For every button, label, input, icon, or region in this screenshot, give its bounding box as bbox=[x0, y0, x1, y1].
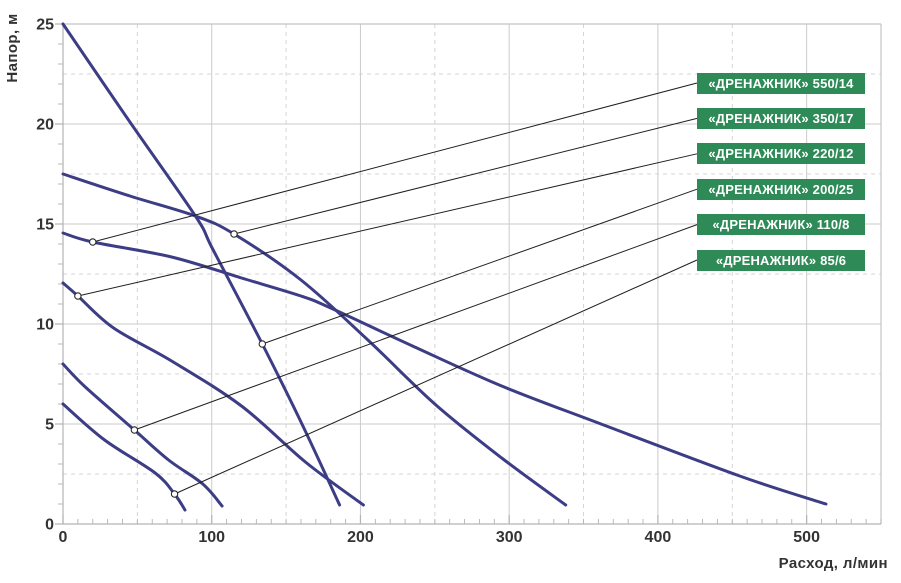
leader-line-220-12 bbox=[77, 153, 698, 297]
callout-marker-110-8 bbox=[130, 426, 139, 434]
curve-85-6 bbox=[61, 402, 187, 512]
x-tick-label: 100 bbox=[198, 529, 225, 546]
pump-curves bbox=[61, 22, 828, 512]
curve-200-25 bbox=[61, 22, 342, 507]
series-badge-220-12: «ДРЕНАЖНИК» 220/12 bbox=[697, 143, 865, 165]
axis-ticks bbox=[55, 23, 882, 525]
callout-leader-lines bbox=[77, 82, 698, 495]
curve-110-8 bbox=[61, 362, 224, 508]
y-tick-label: 5 bbox=[45, 417, 54, 434]
x-tick-label: 300 bbox=[496, 529, 523, 546]
series-badge-110-8: «ДРЕНАЖНИК» 110/8 bbox=[697, 214, 865, 236]
x-axis-title: Расход, л/мин bbox=[778, 555, 888, 572]
y-tick-label: 20 bbox=[36, 117, 54, 134]
tick-labels: 0 100 200 300 400 500 0 5 10 15 20 25 bbox=[36, 17, 820, 547]
curve-350-17 bbox=[61, 172, 568, 507]
leader-line-350-17 bbox=[233, 117, 698, 235]
leader-line-110-8 bbox=[134, 224, 698, 431]
leader-line-85-6 bbox=[174, 259, 698, 495]
grid bbox=[62, 23, 882, 525]
y-tick-label: 10 bbox=[36, 317, 54, 334]
series-badge-350-17: «ДРЕНАЖНИК» 350/17 bbox=[697, 107, 865, 129]
callout-markers bbox=[74, 230, 267, 498]
curve-220-12 bbox=[61, 281, 365, 507]
x-tick-label: 0 bbox=[59, 529, 68, 546]
callout-marker-200-25 bbox=[258, 340, 267, 348]
y-tick-label: 15 bbox=[36, 217, 54, 234]
leader-line-550-14 bbox=[92, 82, 698, 243]
y-tick-label: 0 bbox=[45, 517, 54, 534]
callout-marker-85-6 bbox=[170, 490, 179, 498]
callout-marker-350-17 bbox=[230, 230, 238, 238]
y-axis-title: Напор, м bbox=[4, 13, 21, 83]
callout-marker-220-12 bbox=[74, 292, 82, 300]
series-badge-200-25: «ДРЕНАЖНИК» 200/25 bbox=[697, 178, 865, 200]
series-badge-550-14: «ДРЕНАЖНИК» 550/14 bbox=[697, 72, 865, 94]
x-tick-label: 400 bbox=[645, 529, 672, 546]
leader-line-200-25 bbox=[262, 188, 698, 345]
x-tick-label: 500 bbox=[793, 529, 820, 546]
curve-550-14 bbox=[61, 231, 828, 506]
callout-marker-550-14 bbox=[88, 238, 97, 246]
x-tick-label: 200 bbox=[347, 529, 374, 546]
y-tick-label: 25 bbox=[36, 17, 54, 34]
series-badge-85-6: «ДРЕНАЖНИК» 85/6 bbox=[697, 249, 865, 271]
